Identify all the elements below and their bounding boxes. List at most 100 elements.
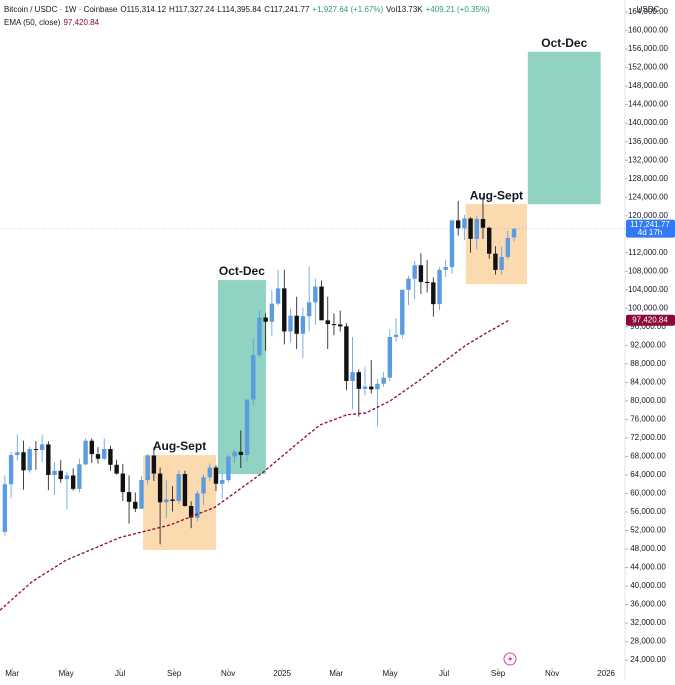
- period-box: [465, 204, 527, 285]
- x-tick-label: May: [59, 669, 74, 678]
- candle-body: [133, 501, 138, 509]
- x-tick-label: Mar: [5, 669, 19, 678]
- y-tick-label: 128,000.00: [628, 174, 669, 183]
- y-tick-label: 152,000.00: [628, 63, 669, 72]
- candle-body: [313, 286, 318, 303]
- candle-body: [474, 218, 479, 239]
- ema-badge-value: 97,420.84: [632, 315, 668, 324]
- candle-body: [8, 455, 14, 485]
- y-tick-label: 156,000.00: [628, 44, 669, 53]
- y-tick-label: 52,000.00: [630, 526, 666, 535]
- price-badge: [626, 219, 675, 238]
- candle-body: [511, 228, 517, 238]
- y-tick-label: 124,000.00: [628, 192, 669, 201]
- candle-body: [70, 475, 76, 489]
- y-tick-label: 68,000.00: [630, 452, 666, 461]
- x-tick-label: Jul: [115, 669, 125, 678]
- candle-body: [114, 464, 119, 474]
- candle-body: [251, 355, 256, 400]
- indicator-value: 97,420.84: [63, 18, 100, 27]
- candle-body: [369, 386, 374, 390]
- candle-body: [95, 454, 101, 459]
- candle-body: [468, 218, 473, 239]
- candle-body: [288, 315, 293, 332]
- candle-body: [431, 282, 436, 305]
- candle-body: [188, 505, 194, 518]
- candle-body: [424, 281, 430, 283]
- candle-body: [33, 449, 39, 451]
- candle-body: [226, 456, 231, 481]
- period-label: Oct-Dec: [219, 264, 265, 278]
- candle-body: [319, 286, 324, 321]
- y-tick-label: 112,000.00: [628, 248, 668, 257]
- x-tick-label: 2026: [597, 669, 615, 678]
- y-tick-label: 92,000.00: [630, 340, 666, 349]
- y-tick-label: 36,000.00: [630, 600, 666, 609]
- candle-body: [306, 302, 312, 317]
- candle-body: [400, 289, 405, 335]
- candle-body: [238, 451, 244, 456]
- candle-body: [381, 377, 386, 384]
- y-tick-label: 60,000.00: [630, 489, 666, 498]
- price-badge-countdown: 4d 17h: [638, 228, 662, 237]
- candle-body: [443, 267, 448, 270]
- y-tick-label: 28,000.00: [630, 637, 666, 646]
- candle-body: [455, 220, 461, 229]
- price-badge-value: 117,241.77: [630, 220, 670, 229]
- ohlc-field: Vol13.73K: [386, 5, 423, 14]
- candle-body: [244, 399, 250, 456]
- candle-body: [195, 493, 200, 518]
- ohlc-field: H117,327.24: [169, 5, 215, 14]
- candle-body: [337, 324, 343, 327]
- candle-body: [344, 326, 349, 381]
- candle-body: [46, 444, 51, 475]
- candle-body: [393, 334, 399, 338]
- y-tick-label: 136,000.00: [628, 137, 669, 146]
- candle-body: [493, 253, 498, 270]
- y-tick-label: 108,000.00: [628, 266, 669, 275]
- candle-body: [77, 464, 82, 489]
- ohlc-field: L114,395.84: [217, 5, 262, 14]
- candle-body: [201, 477, 206, 494]
- candle-body: [406, 278, 411, 290]
- symbol: Bitcoin / USDC · 1W · Coinbase: [4, 5, 118, 14]
- y-tick-label: 144,000.00: [628, 100, 669, 109]
- y-tick-label: 132,000.00: [628, 155, 669, 164]
- x-tick-label: Nov: [221, 669, 235, 678]
- candle-body: [412, 265, 417, 279]
- x-tick-label: Jul: [439, 669, 449, 678]
- y-tick-label: 120,000.00: [628, 211, 669, 220]
- y-tick-label: 76,000.00: [630, 415, 666, 424]
- candle-body: [325, 320, 330, 325]
- candle-body: [182, 474, 188, 506]
- candle-body: [449, 220, 455, 268]
- y-tick-label: 88,000.00: [630, 359, 666, 368]
- indicator-row: EMA (50, close) 97,420.84: [4, 16, 493, 29]
- candle-body: [350, 372, 355, 381]
- candle-body: [437, 269, 442, 305]
- candle-body: [2, 484, 8, 532]
- y-tick-label: 48,000.00: [630, 544, 666, 553]
- candle-body: [418, 265, 424, 282]
- candle-body: [126, 492, 132, 502]
- y-axis-label: USDC: [637, 5, 660, 14]
- y-tick-label: 80,000.00: [630, 396, 666, 405]
- candle-body: [164, 499, 169, 503]
- candle-body: [64, 475, 70, 480]
- candle-body: [151, 455, 157, 474]
- candle-body: [356, 372, 362, 389]
- candle-body: [83, 440, 88, 465]
- candle-body: [282, 288, 287, 332]
- candle-body: [176, 474, 181, 501]
- candle-body: [480, 218, 486, 228]
- candle-body: [170, 499, 175, 501]
- candle-body: [52, 470, 57, 475]
- candle-body: [15, 452, 20, 456]
- x-tick-label: May: [383, 669, 398, 678]
- y-tick-label: 32,000.00: [630, 618, 666, 627]
- y-tick-label: 148,000.00: [628, 81, 669, 90]
- candle-body: [213, 467, 219, 484]
- y-tick-label: 24,000.00: [630, 655, 666, 664]
- candle-body: [269, 303, 275, 322]
